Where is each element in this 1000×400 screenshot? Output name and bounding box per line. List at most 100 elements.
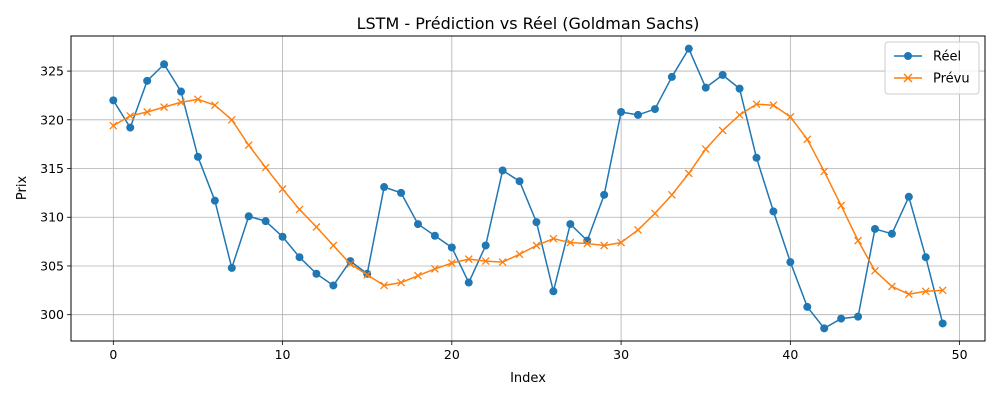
data-point <box>126 111 135 120</box>
x-axis-label: Index <box>510 371 546 386</box>
data-point <box>126 123 135 132</box>
data-point <box>447 259 456 268</box>
data-point <box>803 135 812 144</box>
data-point <box>515 250 524 259</box>
data-point <box>769 101 778 110</box>
data-point <box>109 96 118 105</box>
data-point <box>549 234 558 243</box>
data-point <box>735 84 744 93</box>
data-point <box>481 257 490 266</box>
data-point <box>650 105 659 114</box>
y-tick-label: 325 <box>40 64 64 79</box>
data-point <box>786 112 795 121</box>
data-point <box>634 225 642 234</box>
data-point <box>363 270 372 279</box>
data-point <box>786 258 795 267</box>
data-point <box>904 192 913 201</box>
data-point <box>617 108 626 117</box>
data-point <box>854 312 863 321</box>
data-point <box>346 260 355 268</box>
y-tick-label: 320 <box>40 112 64 127</box>
data-point <box>701 145 710 153</box>
data-point <box>701 83 710 92</box>
data-point <box>380 183 389 192</box>
data-point <box>413 220 422 229</box>
data-point <box>583 239 592 248</box>
legend-marker-real <box>904 52 912 60</box>
data-point <box>583 236 592 245</box>
data-point <box>600 190 609 199</box>
data-point <box>278 185 287 193</box>
x-tick-label: 20 <box>444 347 460 362</box>
data-point <box>887 282 896 291</box>
x-tick-label: 40 <box>782 347 798 362</box>
data-point <box>837 314 846 323</box>
data-point <box>143 108 152 116</box>
data-point <box>261 163 270 172</box>
y-tick-label: 300 <box>40 307 64 322</box>
data-point <box>634 110 643 119</box>
chart-title: LSTM - Prédiction vs Réel (Goldman Sachs… <box>357 14 700 33</box>
data-point <box>938 319 947 328</box>
data-point <box>210 101 219 110</box>
data-point <box>887 229 896 238</box>
data-point <box>650 209 659 218</box>
data-point <box>820 324 829 333</box>
data-point <box>312 223 321 231</box>
data-point <box>718 126 727 135</box>
data-point <box>820 167 829 176</box>
data-point <box>210 196 219 205</box>
data-point <box>498 166 507 175</box>
data-point <box>532 218 541 227</box>
plot-frame <box>70 35 986 342</box>
data-point <box>278 232 287 241</box>
data-point <box>684 44 693 53</box>
data-point <box>346 257 355 266</box>
data-point <box>430 264 439 273</box>
data-point <box>837 201 846 210</box>
data-point <box>160 103 169 112</box>
data-point <box>769 207 778 216</box>
legend: Réel Prévu <box>884 41 980 95</box>
data-point <box>329 241 338 250</box>
data-point <box>295 205 304 214</box>
data-point <box>938 286 947 295</box>
data-point <box>430 231 439 240</box>
data-point <box>532 241 541 250</box>
x-tick-label: 50 <box>952 347 968 362</box>
data-point <box>752 153 761 162</box>
data-point <box>735 110 744 119</box>
data-point <box>904 290 913 299</box>
data-point <box>160 60 169 69</box>
x-tick-label: 10 <box>275 347 291 362</box>
data-point <box>193 152 202 161</box>
y-tick-label: 305 <box>40 258 64 273</box>
data-point <box>261 217 270 226</box>
y-tick-label: 315 <box>40 161 64 176</box>
data-point <box>109 121 118 130</box>
data-point <box>193 95 202 104</box>
data-point <box>803 302 812 311</box>
data-point <box>244 141 253 150</box>
data-point <box>854 236 863 245</box>
data-point <box>397 278 406 287</box>
data-point <box>464 278 473 287</box>
data-point <box>566 220 575 229</box>
legend-marker-predicted <box>903 73 913 83</box>
data-point <box>447 243 456 252</box>
y-axis: 300 305 310 315 320 325 <box>40 64 71 322</box>
data-point <box>921 253 930 262</box>
data-point <box>718 70 727 79</box>
data-point <box>143 76 152 85</box>
x-tick-label: 0 <box>109 347 117 362</box>
data-point <box>295 253 304 262</box>
data-point <box>177 98 185 107</box>
legend-label-real: Réel <box>933 50 961 65</box>
data-point <box>498 258 507 267</box>
data-point <box>921 287 930 296</box>
data-point <box>871 266 879 275</box>
data-point <box>464 255 473 264</box>
series-layer <box>109 44 947 333</box>
